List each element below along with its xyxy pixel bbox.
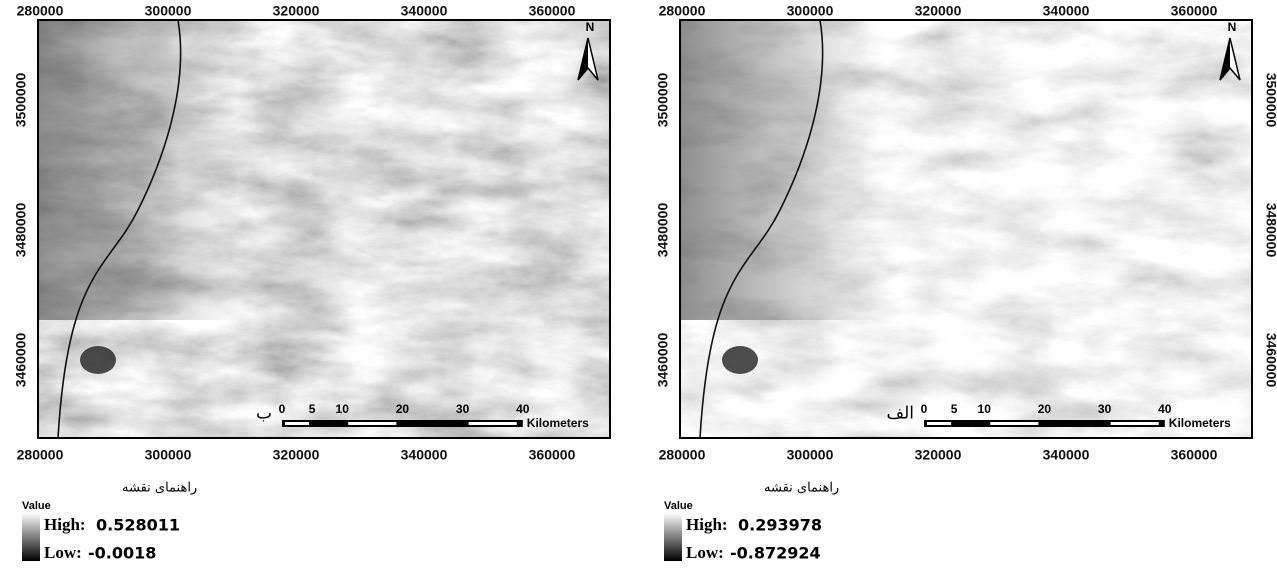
legend-low-label: Low: bbox=[686, 543, 724, 562]
scale-bar-segment bbox=[469, 422, 517, 425]
x-tick-label: 300000 bbox=[145, 3, 192, 19]
legend-high-value: 0.528011 bbox=[96, 516, 180, 535]
y-tick-label: 3480000 bbox=[1263, 203, 1277, 258]
panel-label: ب bbox=[256, 404, 272, 424]
urban-area bbox=[722, 346, 758, 374]
x-tick-label: 320000 bbox=[915, 3, 962, 19]
legend-field: Value bbox=[664, 500, 693, 512]
x-tick-label: 340000 bbox=[401, 3, 448, 19]
x-tick-label: 300000 bbox=[787, 447, 834, 463]
y-tick-label: 3480000 bbox=[13, 203, 29, 258]
scale-bar-label: 0 bbox=[279, 402, 286, 416]
x-tick-label: 360000 bbox=[1171, 447, 1218, 463]
x-tick-label: 340000 bbox=[1043, 447, 1090, 463]
legend-title: راهنمای نقشه bbox=[122, 481, 197, 496]
map-panel: 280000 280000 300000 300000 320000 320000 3400… bbox=[655, 3, 1277, 563]
x-tick-label: 320000 bbox=[915, 447, 962, 463]
y-tick-label: 3500000 bbox=[13, 73, 29, 128]
scale-bar-segment bbox=[1111, 422, 1159, 425]
scale-bar-unit: Kilometers bbox=[527, 416, 589, 430]
x-tick-label: 320000 bbox=[273, 447, 320, 463]
scale-bar-label: 0 bbox=[921, 402, 928, 416]
scale-bar-segment bbox=[927, 422, 951, 425]
x-tick-label: 320000 bbox=[273, 3, 320, 19]
legend-ramp bbox=[22, 513, 40, 561]
y-tick-label: 3460000 bbox=[655, 333, 671, 388]
x-tick-label: 280000 bbox=[17, 447, 64, 463]
x-tick-label: 340000 bbox=[401, 447, 448, 463]
panel-label: الف bbox=[886, 404, 914, 424]
legend-ramp bbox=[664, 513, 682, 561]
y-tick-label: 3480000 bbox=[655, 203, 671, 258]
scale-bar-label: 5 bbox=[309, 402, 316, 416]
scale-bar-label: 30 bbox=[1098, 402, 1112, 416]
x-tick-label: 300000 bbox=[787, 3, 834, 19]
scale-bar-unit: Kilometers bbox=[1169, 416, 1231, 430]
legend-low-value: -0.872924 bbox=[730, 544, 821, 563]
x-tick-label: 360000 bbox=[1171, 3, 1218, 19]
legend-high-label: High: bbox=[44, 515, 86, 534]
scale-bar-label: 10 bbox=[978, 402, 992, 416]
legend-low-label: Low: bbox=[44, 543, 82, 562]
scale-bar-label: 10 bbox=[336, 402, 350, 416]
legend-title: راهنمای نقشه bbox=[764, 481, 839, 496]
legend-high-value: 0.293978 bbox=[738, 516, 822, 535]
map-panel: 280000 280000 300000 300000 320000 320000 3400… bbox=[13, 3, 610, 563]
farmland-shade bbox=[680, 20, 880, 320]
scale-bar-label: 20 bbox=[396, 402, 410, 416]
y-tick-label: 3500000 bbox=[1263, 73, 1277, 128]
scale-bar-segment bbox=[285, 422, 309, 425]
scale-bar-label: 5 bbox=[951, 402, 958, 416]
scale-bar-segment bbox=[348, 422, 396, 425]
north-label: N bbox=[586, 20, 595, 34]
figure: 280000 280000 300000 300000 320000 320000 3400… bbox=[0, 0, 1277, 566]
x-tick-label: 360000 bbox=[529, 447, 576, 463]
x-tick-label: 280000 bbox=[659, 3, 706, 19]
x-tick-label: 280000 bbox=[659, 447, 706, 463]
legend-field: Value bbox=[22, 500, 51, 512]
y-tick-label: 3460000 bbox=[1263, 333, 1277, 388]
x-tick-label: 360000 bbox=[529, 3, 576, 19]
urban-area bbox=[80, 346, 116, 374]
scale-bar-label: 40 bbox=[1158, 402, 1172, 416]
legend-low-value: -0.0018 bbox=[88, 544, 156, 563]
scale-bar-label: 30 bbox=[456, 402, 470, 416]
x-tick-label: 300000 bbox=[145, 447, 192, 463]
scale-bar-label: 20 bbox=[1038, 402, 1052, 416]
legend-high-label: High: bbox=[686, 515, 728, 534]
scale-bar-segment bbox=[990, 422, 1038, 425]
scale-bar-label: 40 bbox=[516, 402, 530, 416]
y-tick-label: 3460000 bbox=[13, 333, 29, 388]
y-tick-label: 3500000 bbox=[655, 73, 671, 128]
farmland-shade bbox=[38, 20, 238, 320]
x-tick-label: 340000 bbox=[1043, 3, 1090, 19]
x-tick-label: 280000 bbox=[17, 3, 64, 19]
north-label: N bbox=[1228, 20, 1237, 34]
